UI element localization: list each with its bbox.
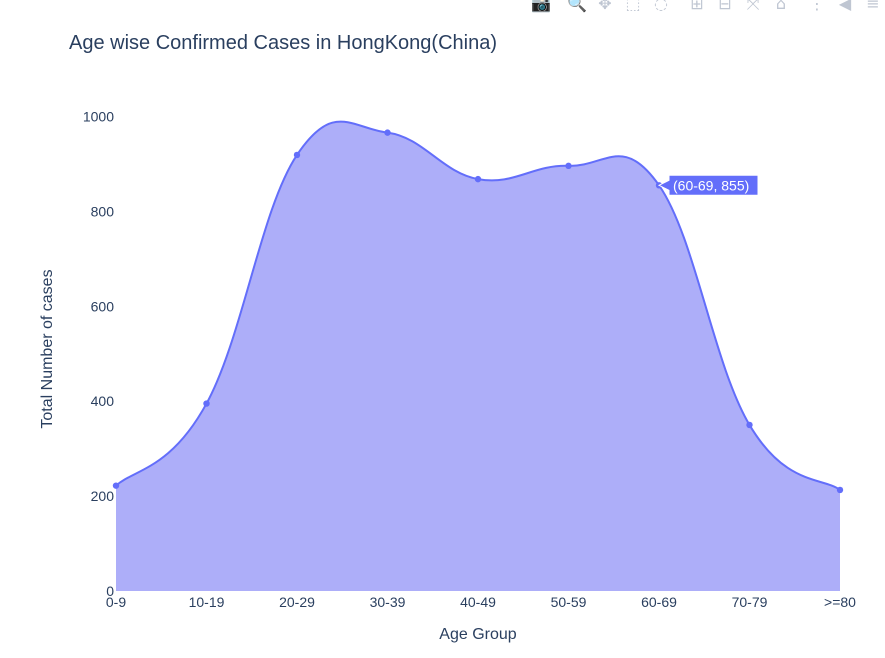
zoom-in-icon[interactable]: ⊞ xyxy=(690,0,704,13)
x-tick-label: 40-49 xyxy=(460,594,496,610)
y-tick-label: 800 xyxy=(91,203,115,219)
hover-closest-icon[interactable]: ◀ xyxy=(838,0,852,13)
autoscale-icon[interactable]: ⤧ xyxy=(746,0,760,13)
data-point-0-9[interactable] xyxy=(112,482,120,489)
data-point-20-29[interactable] xyxy=(293,151,301,159)
chart-title: Age wise Confirmed Cases in HongKong(Chi… xyxy=(69,32,497,54)
data-point-50-59[interactable] xyxy=(565,162,572,170)
data-point-80[interactable] xyxy=(836,486,844,494)
lasso-select-icon[interactable]: ◌ xyxy=(654,0,668,13)
reset-axes-icon[interactable]: ⌂ xyxy=(775,0,787,13)
pan-icon[interactable]: ✥ xyxy=(598,0,612,13)
spike-lines-icon[interactable]: ⋮ xyxy=(809,0,825,13)
x-tick-label: 30-39 xyxy=(370,594,406,610)
camera-icon[interactable]: 📷 xyxy=(531,0,551,13)
x-tick-label: 60-69 xyxy=(641,594,677,610)
y-tick-label: 200 xyxy=(91,488,115,504)
hover-compare-icon[interactable]: ≡ xyxy=(866,0,880,13)
plot-area[interactable] xyxy=(112,120,844,591)
x-axis-title: Age Group xyxy=(439,626,516,643)
y-tick-label: 0 xyxy=(106,583,114,599)
modebar: 📷 🔍 ✥ ⬚ ◌ ⊞ ⊟ ⤧ ⌂ ⋮ ◀ ≡ xyxy=(525,0,885,14)
box-select-icon[interactable]: ⬚ xyxy=(625,0,641,13)
x-tick-label: 0-9 xyxy=(106,594,126,610)
area-fill xyxy=(116,121,840,591)
y-tick-label: 400 xyxy=(91,393,115,409)
x-tick-label: 70-79 xyxy=(732,594,768,610)
data-point-40-49[interactable] xyxy=(474,175,482,183)
hover-label-text: (60-69, 855) xyxy=(673,177,749,193)
y-axis-title: Total Number of cases xyxy=(39,269,56,428)
zoom-icon[interactable]: 🔍 xyxy=(567,0,587,13)
data-point-10-19[interactable] xyxy=(203,400,210,407)
x-axis-ticks: 0-9 10-19 20-29 30-39 40-49 50-59 60-69 70-79 >=… xyxy=(106,594,856,610)
x-tick-label: >=80 xyxy=(824,594,856,610)
y-tick-label: 1000 xyxy=(83,109,114,125)
x-tick-label: 20-29 xyxy=(279,594,315,610)
hover-tooltip: (60-69, 855) xyxy=(657,174,759,196)
zoom-out-icon[interactable]: ⊟ xyxy=(718,0,732,13)
y-axis-ticks: 0 200 400 600 800 1000 xyxy=(83,109,114,600)
x-tick-label: 10-19 xyxy=(189,594,225,610)
x-tick-label: 50-59 xyxy=(551,594,587,610)
y-tick-label: 600 xyxy=(91,298,115,314)
data-point-70-79[interactable] xyxy=(746,421,753,429)
hover-label-box xyxy=(657,174,759,196)
data-point-30-39[interactable] xyxy=(384,129,391,136)
